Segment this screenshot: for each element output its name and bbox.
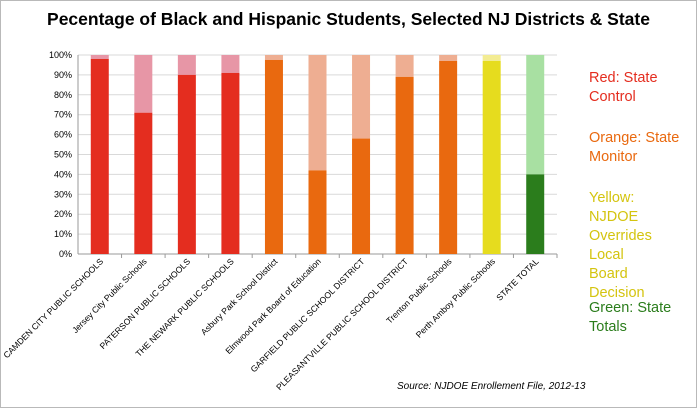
- bar-remainder: [482, 55, 501, 61]
- bar: [264, 59, 283, 254]
- x-tick-label: STATE TOTAL: [494, 256, 541, 303]
- legend-yellow: Yellow: NJDOE Overrides Local Board Deci…: [589, 190, 652, 301]
- y-tick-label: 50%: [54, 150, 72, 160]
- x-tick-label: PATERSON PUBLIC SCHOOLS: [98, 256, 193, 351]
- bar: [395, 76, 414, 254]
- bar-remainder: [134, 55, 153, 113]
- bar: [221, 72, 240, 254]
- bar-remainder: [221, 55, 240, 73]
- bar-remainder: [439, 55, 458, 61]
- y-tick-label: 40%: [54, 169, 72, 179]
- y-tick-label: 0%: [59, 249, 72, 259]
- bar: [439, 60, 458, 254]
- y-tick-label: 70%: [54, 110, 72, 120]
- y-tick-label: 80%: [54, 90, 72, 100]
- x-tick-label: Perth Amboy Public Schools: [414, 256, 497, 339]
- y-tick-label: 60%: [54, 130, 72, 140]
- y-tick-label: 100%: [49, 50, 72, 60]
- bar-remainder: [526, 55, 545, 175]
- y-tick-label: 20%: [54, 209, 72, 219]
- bar: [308, 170, 327, 254]
- source-note: Source: NJDOE Enrollement File, 2012-13: [397, 381, 586, 392]
- y-tick-label: 90%: [54, 70, 72, 80]
- bar-remainder: [177, 55, 196, 75]
- bar-remainder: [308, 55, 327, 171]
- legend-green: Green: State Totals: [589, 300, 672, 335]
- bar: [177, 74, 196, 255]
- legend-red: Red: State Control: [589, 70, 658, 105]
- bar: [526, 174, 545, 254]
- bar-remainder: [90, 55, 109, 59]
- bar: [482, 60, 501, 254]
- bar: [352, 138, 371, 254]
- bar-remainder: [264, 55, 283, 60]
- x-tick-label: Asbury Park School District: [199, 256, 280, 337]
- bar: [134, 112, 153, 255]
- bar-remainder: [352, 55, 371, 139]
- y-tick-label: 30%: [54, 189, 72, 199]
- x-tick-label: Jersey City Public Schools: [70, 256, 149, 335]
- chart-title: Pecentage of Black and Hispanic Students…: [47, 9, 650, 29]
- bar: [90, 58, 109, 255]
- legend-orange: Orange: State Monitor: [589, 130, 680, 165]
- y-tick-label: 10%: [54, 229, 72, 239]
- bar-remainder: [395, 55, 414, 77]
- x-tick-label: Elmwood Park Board of Education: [223, 256, 323, 356]
